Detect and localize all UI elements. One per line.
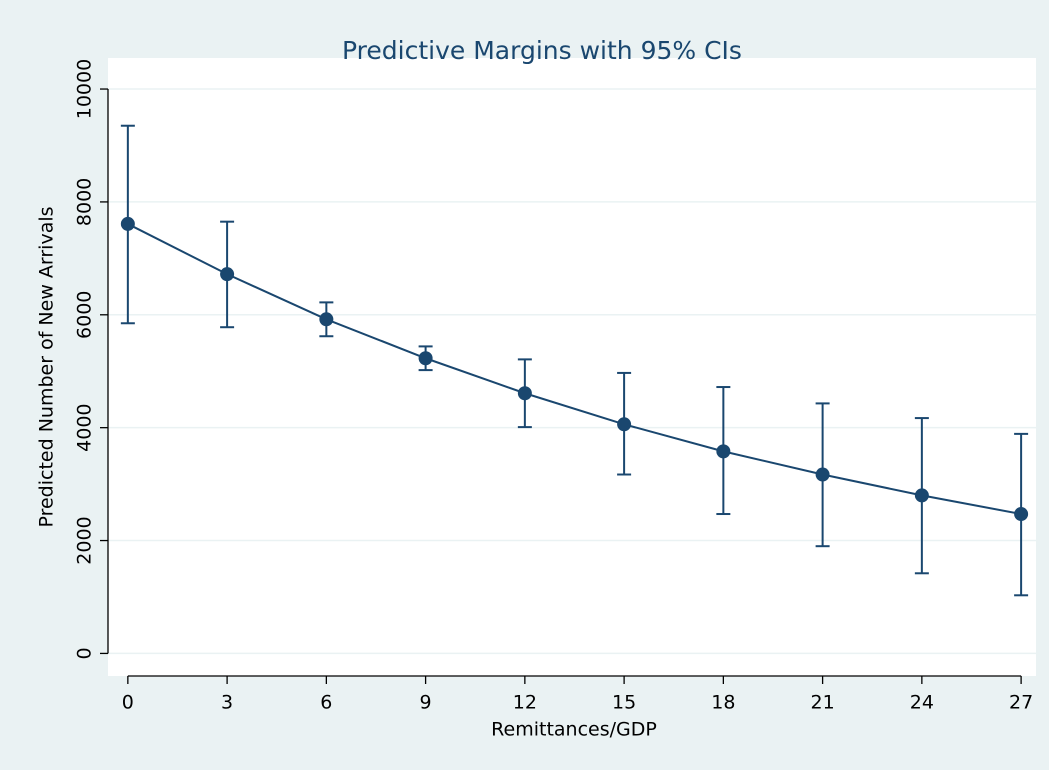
y-tick-label: 6000 [74,291,96,339]
y-tick-label: 2000 [74,516,96,564]
x-tick-label: 6 [320,692,332,714]
x-tick-label: 27 [1009,692,1033,714]
y-tick-label: 4000 [74,403,96,451]
point [815,467,830,482]
x-tick-label: 9 [420,692,432,714]
point [120,216,135,231]
x-tick-label: 18 [711,692,735,714]
x-tick-label: 15 [612,692,636,714]
point [914,488,929,503]
point [617,417,632,432]
chart-title: Predictive Margins with 95% CIs [342,36,742,65]
x-tick-label: 0 [122,692,134,714]
series-line [127,223,1022,516]
point [1014,507,1029,522]
point [418,351,433,366]
y-tick-label: 0 [74,647,96,659]
x-tick-label: 21 [811,692,835,714]
plot-area [108,58,1036,676]
point [716,444,731,459]
point [220,267,235,282]
point [319,312,334,327]
x-tick-label: 24 [910,692,934,714]
x-axis-title: Remittances/GDP [491,719,657,741]
point [517,386,532,401]
y-tick-label: 10000 [74,59,96,119]
y-tick-label: 8000 [74,178,96,226]
y-axis-title: Predicted Number of New Arrivals [36,206,58,527]
x-tick-label: 12 [513,692,537,714]
x-tick-label: 3 [221,692,233,714]
